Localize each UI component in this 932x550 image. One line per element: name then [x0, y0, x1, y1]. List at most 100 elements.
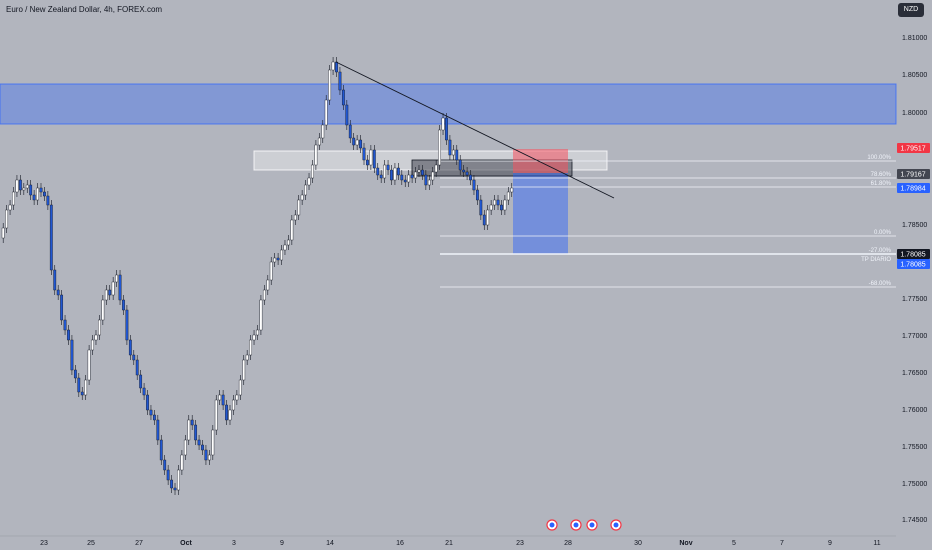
candle	[331, 57, 335, 75]
candle	[228, 405, 232, 425]
candle	[173, 483, 177, 495]
candle	[311, 160, 314, 183]
candle	[207, 450, 211, 465]
candle	[293, 210, 297, 225]
candle	[338, 67, 342, 95]
candle	[80, 387, 84, 400]
candle	[111, 277, 115, 300]
candle	[262, 285, 266, 305]
price-tag	[897, 259, 930, 269]
candle	[60, 290, 64, 325]
time-axis-label: 14	[326, 540, 334, 547]
candle	[221, 390, 225, 410]
price-tag	[897, 249, 930, 259]
candle	[390, 165, 393, 185]
time-axis-label: 3	[232, 540, 236, 547]
candle	[493, 195, 496, 210]
candle	[5, 205, 9, 233]
candle	[431, 167, 435, 185]
candle	[269, 257, 273, 285]
candle	[152, 410, 156, 425]
fib-level-label: 61.80%	[871, 181, 892, 187]
candle	[177, 465, 180, 495]
candle	[77, 373, 81, 397]
economic-event-icon[interactable]	[586, 519, 598, 531]
fib-level-label: 78.60%	[871, 172, 892, 178]
candle	[46, 191, 50, 210]
candle	[362, 143, 366, 165]
price-tag-label: 1.79167	[900, 172, 925, 179]
candle	[245, 350, 249, 365]
candle	[400, 170, 404, 185]
candle	[366, 155, 369, 170]
candle	[108, 285, 112, 300]
candle	[204, 445, 208, 465]
candle	[283, 240, 287, 255]
candle	[383, 160, 387, 183]
price-tag-label: 1.78085	[900, 252, 925, 259]
price-axis-label: 1.76500	[902, 370, 927, 377]
time-axis-label: 25	[87, 540, 95, 547]
price-tag	[897, 143, 930, 153]
candle	[273, 253, 277, 267]
candle	[479, 195, 483, 220]
trendline[interactable]	[335, 61, 615, 199]
candle	[304, 180, 307, 200]
candle	[194, 420, 198, 445]
candle	[15, 175, 19, 197]
candle	[142, 383, 146, 400]
candle	[396, 163, 400, 180]
price-axis-label: 1.77500	[902, 296, 927, 303]
candle	[328, 65, 332, 105]
time-axis-label: 9	[280, 540, 284, 547]
fib-level-label: TP DIARIO	[861, 257, 891, 263]
time-axis-label: 16	[396, 540, 404, 547]
candle	[118, 270, 122, 305]
candle	[317, 133, 321, 150]
candle	[376, 163, 380, 180]
candle	[414, 167, 417, 183]
candle	[218, 390, 222, 405]
currency-button[interactable]: NZD	[898, 3, 924, 17]
candle	[438, 125, 442, 170]
price-axis-label: 1.80000	[902, 110, 927, 117]
chart-title: Euro / New Zealand Dollar, 4h, FOREX.com	[6, 5, 163, 14]
candle	[465, 167, 469, 180]
candle	[462, 165, 466, 177]
candle	[18, 175, 22, 195]
candle	[335, 57, 338, 77]
candle	[287, 235, 290, 250]
candle	[67, 325, 70, 345]
time-axis-label: Nov	[679, 540, 692, 547]
price-axis-label: 1.80500	[902, 72, 927, 79]
fib-level-label: 0.00%	[874, 230, 892, 236]
candle	[238, 375, 242, 400]
candle	[149, 405, 153, 420]
candle	[341, 85, 345, 110]
candle	[180, 450, 184, 475]
candle	[482, 210, 486, 230]
time-axis-label: 30	[634, 540, 642, 547]
candle	[297, 195, 301, 220]
candle	[94, 330, 98, 345]
economic-event-icon[interactable]	[610, 519, 622, 531]
price-axis-label: 1.81000	[902, 35, 927, 42]
fib-level-label: -27.00%	[869, 248, 892, 254]
time-axis-label: 28	[564, 540, 572, 547]
candle	[132, 350, 136, 365]
time-axis-label: 7	[780, 540, 784, 547]
candle	[348, 120, 352, 143]
candle	[84, 375, 88, 400]
candle	[128, 335, 132, 360]
candle	[352, 133, 356, 150]
economic-event-icon[interactable]	[570, 519, 582, 531]
candle	[476, 185, 479, 205]
price-axis-label: 1.76000	[902, 407, 927, 414]
take-profit-area[interactable]	[513, 173, 568, 254]
candle	[49, 200, 53, 275]
supply-zone[interactable]	[0, 83, 897, 125]
candle	[506, 187, 510, 205]
candle	[170, 475, 173, 493]
economic-event-icon[interactable]	[546, 519, 558, 531]
